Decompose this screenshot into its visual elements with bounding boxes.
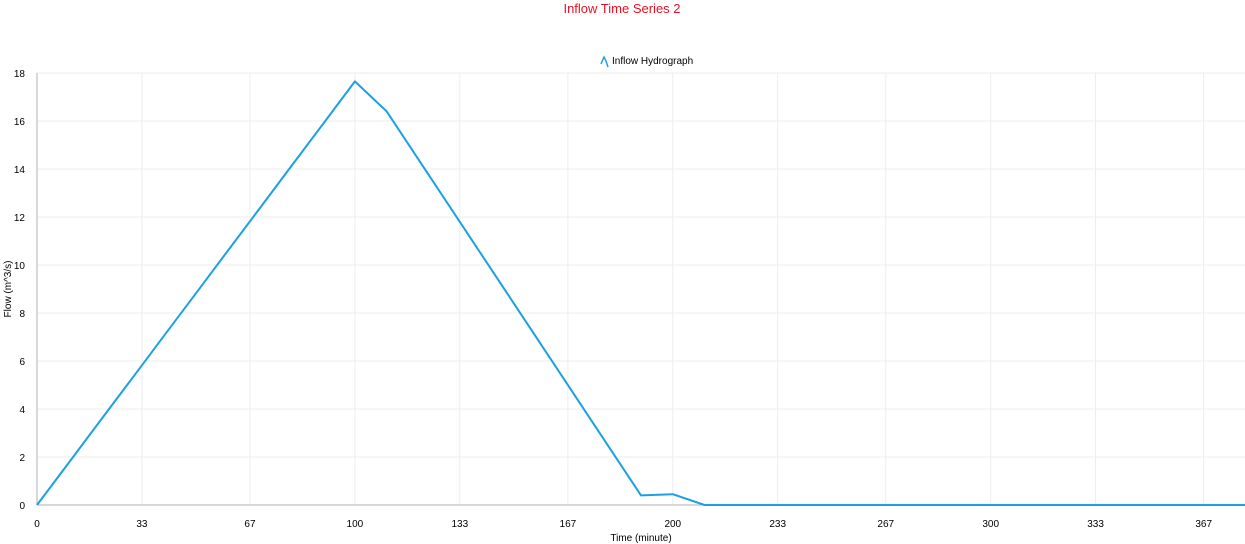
- legend-label: Inflow Hydrograph: [612, 56, 693, 67]
- y-tick-label: 8: [19, 309, 25, 320]
- y-tick-label: 12: [14, 213, 26, 224]
- x-tick-label: 200: [664, 519, 681, 530]
- legend-line-icon: [600, 55, 609, 68]
- x-tick-label: 333: [1087, 519, 1104, 530]
- y-tick-label: 18: [14, 69, 26, 80]
- x-tick-label: 267: [877, 519, 894, 530]
- x-tick-label: 367: [1195, 519, 1212, 530]
- x-tick-label: 300: [982, 519, 999, 530]
- legend[interactable]: Inflow Hydrograph: [600, 55, 693, 68]
- y-tick-label: 4: [19, 405, 25, 416]
- grid: [37, 72, 1245, 506]
- y-axis-title: Flow (m^3/s): [3, 261, 14, 318]
- x-tick-label: 0: [34, 519, 40, 530]
- x-tick-label: 33: [136, 519, 148, 530]
- x-tick-label: 167: [560, 519, 577, 530]
- y-tick-label: 10: [14, 261, 26, 272]
- x-tick-label: 133: [451, 519, 468, 530]
- y-tick-label: 2: [19, 453, 25, 464]
- x-tick-label: 233: [769, 519, 786, 530]
- y-tick-label: 0: [19, 501, 25, 512]
- tick-labels: 0 2 4 6 8 10 12 14 16 18 0 33 67 100 133 167 200 233 267 30…: [14, 69, 1213, 530]
- series-layer: [36, 80, 1245, 506]
- y-tick-label: 16: [14, 117, 26, 128]
- x-tick-label: 67: [244, 519, 256, 530]
- x-tick-label: 100: [347, 519, 364, 530]
- chart-title: Inflow Time Series 2: [563, 1, 680, 16]
- axes: [36, 73, 1245, 506]
- x-axis-title: Time (minute): [610, 533, 671, 544]
- y-tick-label: 14: [14, 165, 26, 176]
- series-line-inflow-hydrograph[interactable]: [36, 80, 1245, 506]
- y-tick-label: 6: [19, 357, 25, 368]
